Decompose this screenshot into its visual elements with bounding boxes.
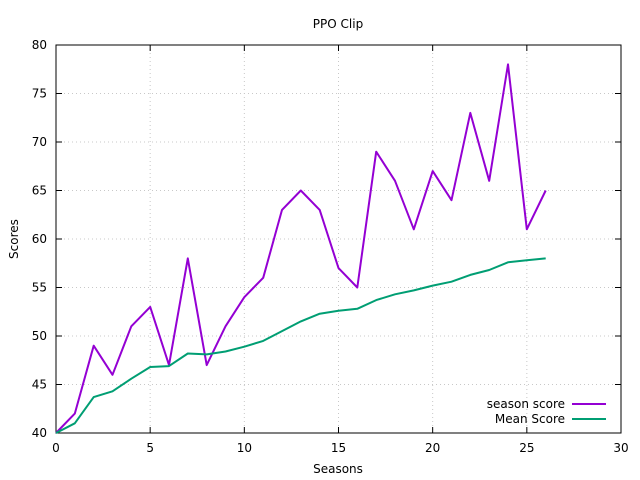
legend: season score Mean Score	[487, 397, 606, 426]
grid	[56, 45, 621, 433]
legend-label-season-score: season score	[487, 397, 565, 411]
series-line-season-score	[55, 63, 547, 434]
y-tick-label: 80	[32, 38, 47, 52]
x-tick-label: 10	[237, 441, 252, 455]
series-line-mean-score	[55, 257, 546, 434]
y-tick-label: 55	[32, 281, 47, 295]
chart-title: PPO Clip	[313, 17, 363, 31]
y-tick-label: 50	[32, 329, 47, 343]
y-tick-label: 60	[32, 232, 47, 246]
x-tick-label: 25	[519, 441, 534, 455]
x-tick-label: 20	[425, 441, 440, 455]
series-lines	[55, 63, 547, 434]
axis-ticks: 40 45 50 55 60 65 70 75 80 0 5 10 15 20 25 30	[32, 38, 629, 455]
y-tick-label: 40	[32, 426, 47, 440]
x-tick-label: 0	[52, 441, 60, 455]
legend-label-mean-score: Mean Score	[495, 412, 565, 426]
x-axis-label: Seasons	[313, 462, 363, 476]
y-tick-label: 70	[32, 135, 47, 149]
y-tick-label: 65	[32, 184, 47, 198]
y-axis-label: Scores	[7, 219, 21, 259]
x-tick-label: 30	[613, 441, 628, 455]
y-tick-label: 75	[32, 87, 47, 101]
x-tick-label: 5	[146, 441, 154, 455]
y-tick-label: 45	[32, 378, 47, 392]
x-tick-label: 15	[331, 441, 346, 455]
